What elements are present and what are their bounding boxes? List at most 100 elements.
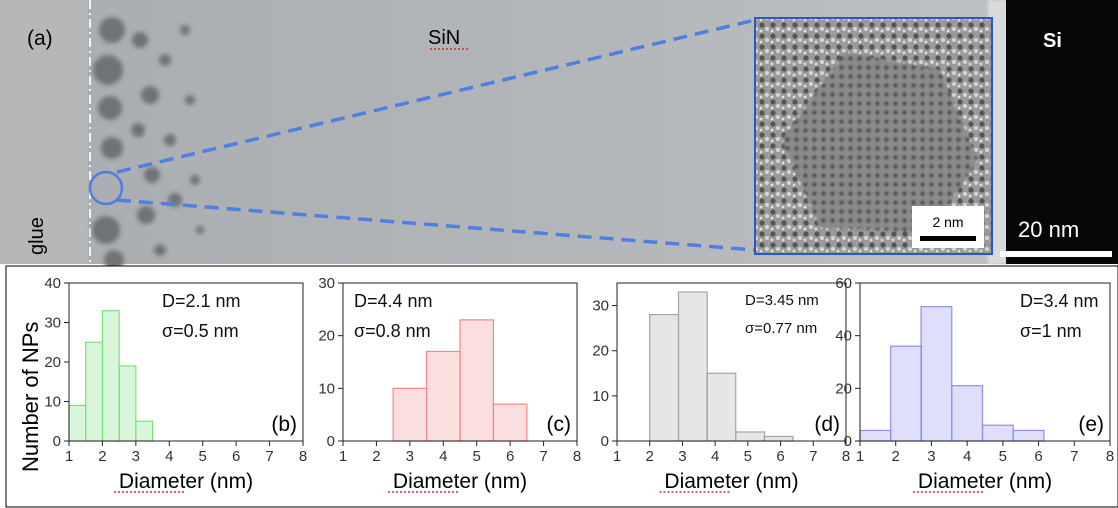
x-tick-label: 6 bbox=[1034, 448, 1042, 465]
x-tick-label: 5 bbox=[473, 448, 481, 465]
si-region bbox=[1006, 0, 1118, 264]
x-tick-label: 3 bbox=[927, 448, 935, 465]
histogram-bar bbox=[459, 319, 495, 442]
y-tick-label: 20 bbox=[44, 354, 61, 371]
stats-label: D=2.1 nm bbox=[162, 291, 241, 311]
x-axis-label: Diameter (nm) bbox=[119, 470, 253, 493]
x-tick-label: 2 bbox=[892, 448, 900, 465]
stats-label: σ=0.5 nm bbox=[162, 321, 239, 341]
main-scale-label: 20 nm bbox=[1018, 217, 1079, 242]
y-tick-label: 40 bbox=[44, 275, 61, 292]
histogram-bar bbox=[677, 291, 708, 442]
nanoparticle bbox=[93, 55, 123, 85]
histogram-bar bbox=[85, 341, 104, 442]
inset-scale-label: 2 nm bbox=[932, 214, 963, 230]
x-tick-label: 2 bbox=[98, 448, 106, 465]
x-tick-label: 2 bbox=[646, 448, 654, 465]
x-tick-label: 1 bbox=[65, 448, 73, 465]
nanoparticle-band bbox=[92, 17, 204, 270]
nanoparticle bbox=[92, 216, 120, 244]
nanoparticle bbox=[131, 123, 145, 137]
panel-label: (d) bbox=[814, 413, 840, 436]
x-axis-label: Diameter (nm) bbox=[664, 470, 798, 493]
stats-label: D=3.45 nm bbox=[745, 292, 819, 309]
panel-label: (e) bbox=[1078, 413, 1104, 436]
histogram-bar bbox=[706, 372, 737, 442]
nanoparticle bbox=[98, 96, 122, 120]
x-tick-label: 4 bbox=[711, 448, 719, 465]
zoom-circle bbox=[88, 170, 124, 206]
histogram-bar bbox=[890, 345, 923, 442]
axes-frame bbox=[342, 282, 578, 442]
tem-image: 2 nm (a) SiN Si glue 20 nm bbox=[0, 0, 1118, 270]
nanoparticle bbox=[159, 54, 171, 66]
x-tick-label: 7 bbox=[1070, 448, 1078, 465]
x-tick-label: 7 bbox=[265, 448, 273, 465]
x-tick-label: 3 bbox=[132, 448, 140, 465]
x-tick-label: 8 bbox=[299, 448, 307, 465]
x-tick-label: 1 bbox=[856, 448, 864, 465]
x-tick-label: 5 bbox=[999, 448, 1007, 465]
y-tick-label: 60 bbox=[835, 275, 852, 292]
histogram-ylabel: Number of NPs bbox=[18, 322, 43, 472]
x-tick-label: 3 bbox=[678, 448, 686, 465]
y-tick-label: 40 bbox=[835, 328, 852, 345]
inset-scale-bar bbox=[920, 236, 976, 241]
y-tick-label: 0 bbox=[601, 433, 609, 450]
x-tick-label: 1 bbox=[613, 448, 621, 465]
stats-label: σ=0.8 nm bbox=[354, 321, 431, 341]
x-tick-label: 8 bbox=[842, 448, 850, 465]
axes-frame bbox=[859, 282, 1111, 442]
x-tick-label: 3 bbox=[406, 448, 414, 465]
histogram-bar bbox=[101, 310, 120, 442]
panel-label: (c) bbox=[547, 413, 572, 436]
y-tick-label: 10 bbox=[318, 380, 335, 397]
histogram-b: 1 2 3 4 5 6 7 8 0 10 20 30 40 D=2.1 nm σ=0.5 nm (b) Diam… bbox=[44, 275, 307, 493]
histogram-bar bbox=[135, 420, 154, 442]
y-tick-label: 20 bbox=[318, 328, 335, 345]
x-tick-label: 5 bbox=[744, 448, 752, 465]
histogram-bar bbox=[425, 350, 461, 442]
x-tick-label: 2 bbox=[372, 448, 380, 465]
y-tick-label: 0 bbox=[327, 433, 335, 450]
nanoparticle bbox=[196, 226, 204, 234]
x-tick-label: 7 bbox=[809, 448, 817, 465]
histogram-bar bbox=[649, 314, 680, 442]
x-tick-label: 7 bbox=[539, 448, 547, 465]
stats-label: σ=1 nm bbox=[1020, 321, 1082, 341]
nanoparticle bbox=[104, 250, 124, 270]
panel-label-a: (a) bbox=[27, 27, 53, 50]
y-tick-label: 30 bbox=[44, 315, 61, 332]
stats-label: σ=0.77 nm bbox=[745, 320, 817, 337]
histogram-bar bbox=[735, 431, 766, 442]
x-tick-label: 6 bbox=[232, 448, 240, 465]
x-tick-label: 4 bbox=[165, 448, 173, 465]
histogram-c: 1 2 3 4 5 6 7 8 0 10 20 30 D=4.4 nm σ=0.8 nm (c) Diamet… bbox=[318, 275, 581, 493]
histogram-bar bbox=[492, 403, 528, 442]
x-tick-label: 6 bbox=[506, 448, 514, 465]
y-tick-label: 0 bbox=[53, 433, 61, 450]
histogram-bar bbox=[68, 404, 87, 442]
nanoparticle bbox=[137, 206, 155, 224]
x-axis-label: Diameter (nm) bbox=[393, 470, 527, 493]
panel-label: (b) bbox=[271, 413, 297, 436]
nanoparticle bbox=[144, 167, 160, 183]
x-axis-label: Diameter (nm) bbox=[918, 470, 1052, 493]
stats-label: D=4.4 nm bbox=[354, 291, 433, 311]
histogram-bar bbox=[1012, 429, 1045, 442]
histogram-bar bbox=[981, 424, 1014, 442]
nanoparticle bbox=[132, 32, 148, 48]
nanoparticle bbox=[154, 244, 166, 256]
stats-label: D=3.4 nm bbox=[1020, 291, 1099, 311]
histogram-bar bbox=[920, 306, 953, 442]
x-tick-label: 6 bbox=[776, 448, 784, 465]
x-tick-label: 8 bbox=[573, 448, 581, 465]
y-tick-label: 10 bbox=[592, 388, 609, 405]
glue-region bbox=[0, 0, 88, 264]
axes-frame bbox=[616, 282, 847, 442]
histogram-bar bbox=[859, 429, 892, 442]
histogram-bar bbox=[763, 435, 794, 442]
